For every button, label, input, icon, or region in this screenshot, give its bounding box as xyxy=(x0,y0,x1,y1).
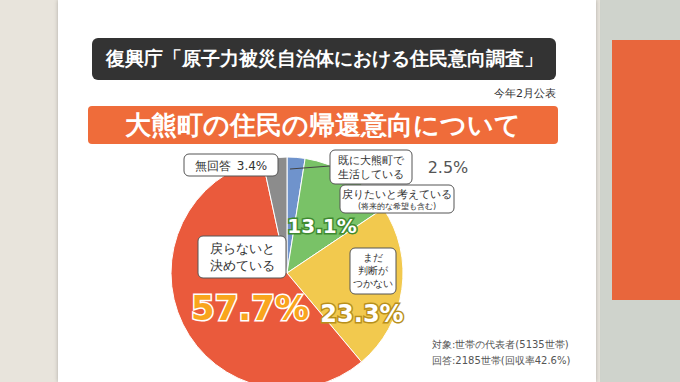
svg-text:無回答3.4%: 無回答3.4% xyxy=(195,159,268,173)
html-text:対象:世帯の代表者(5135世帯): 対象:世帯の代表者(5135世帯) xyxy=(432,339,569,350)
svg-text:2.5%: 2.5% xyxy=(428,158,469,177)
svg-text:戻らないと: 戻らないと xyxy=(210,241,275,256)
svg-text:23.3%: 23.3% xyxy=(320,300,403,328)
html-text:大熊町の住民の帰還意向について: 大熊町の住民の帰還意向について xyxy=(125,109,521,140)
html-text:今年2月公表: 今年2月公表 xyxy=(494,87,556,100)
svg-text:判断が: 判断が xyxy=(358,265,389,276)
svg-text:まだ: まだ xyxy=(363,252,383,263)
svg-text:つかない: つかない xyxy=(353,278,393,289)
svg-text:決めている: 決めている xyxy=(210,258,275,273)
svg-text:13.1%: 13.1% xyxy=(287,214,356,238)
svg-text:57.7%: 57.7% xyxy=(191,288,309,328)
html-text:復興庁「原子力被災自治体における住民意向調査」: 復興庁「原子力被災自治体における住民意向調査」 xyxy=(105,47,543,69)
html-text:回答:2185世帯(回収率42.6%): 回答:2185世帯(回収率42.6%) xyxy=(432,355,571,366)
svg-text:(将来的な希望も含む): (将来的な希望も含む) xyxy=(358,202,436,211)
svg-text:生活している: 生活している xyxy=(338,168,404,181)
svg-text:既に大熊町で: 既に大熊町で xyxy=(338,154,405,167)
svg-text:戻りたいと考えている: 戻りたいと考えている xyxy=(342,188,452,201)
